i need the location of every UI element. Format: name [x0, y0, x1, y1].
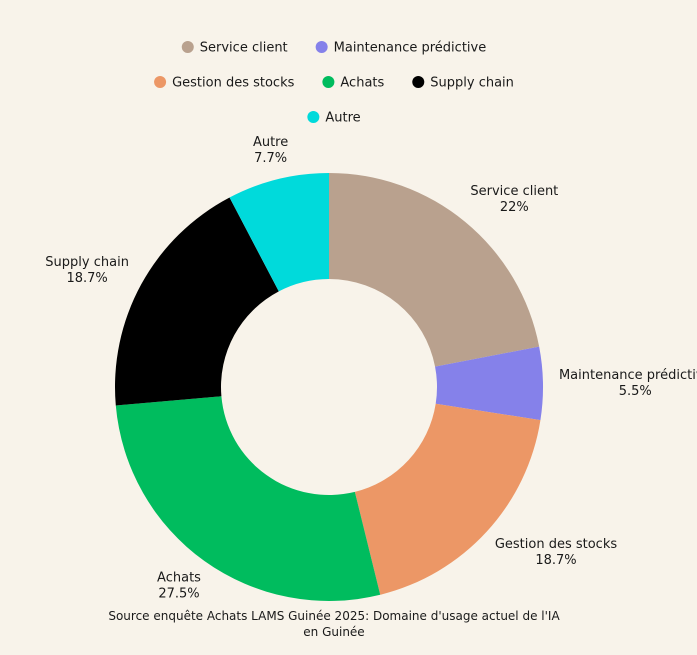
source-line-1: Source enquête Achats LAMS Guinée 2025: …: [108, 609, 560, 623]
legend-label-service-client: Service client: [200, 41, 288, 56]
slice-name-maintenance-predictive: Maintenance prédictive: [559, 368, 697, 383]
slice-value-maintenance-predictive: 5.5%: [619, 384, 652, 399]
legend-label-achats: Achats: [340, 76, 384, 91]
slice-name-service-client: Service client: [470, 184, 558, 199]
legend-swatch-service-client: [181, 41, 194, 53]
source-line-2: en Guinée: [303, 625, 364, 639]
slice-maintenance-predictive[interactable]: [435, 346, 543, 421]
legend-swatch-supply-chain: [412, 76, 425, 88]
legend-label-supply-chain: Supply chain: [430, 76, 514, 91]
slice-value-supply-chain: 18.7%: [66, 271, 107, 286]
slice-value-service-client: 22%: [500, 200, 529, 215]
slice-name-supply-chain: Supply chain: [45, 255, 129, 270]
legend-label-gestion-des-stocks: Gestion des stocks: [172, 76, 295, 91]
slice-value-achats: 27.5%: [158, 586, 199, 601]
legend-label-autre: Autre: [325, 111, 360, 126]
legend-item-maintenance-predictive[interactable]: Maintenance prédictive: [315, 41, 487, 56]
donut-slices: [115, 173, 543, 601]
legend-item-gestion-des-stocks[interactable]: Gestion des stocks: [154, 76, 295, 91]
slice-achats[interactable]: [115, 396, 381, 601]
legend: Service client Maintenance prédictive Gest…: [154, 41, 514, 126]
slice-autre[interactable]: [229, 173, 329, 292]
source-caption: Source enquête Achats LAMS Guinée 2025: …: [108, 609, 560, 639]
legend-item-supply-chain[interactable]: Supply chain: [412, 76, 514, 91]
legend-item-autre[interactable]: Autre: [307, 111, 361, 126]
slice-supply-chain[interactable]: [115, 197, 279, 406]
legend-swatch-gestion-des-stocks: [154, 76, 167, 88]
legend-item-achats[interactable]: Achats: [322, 76, 385, 91]
slice-gestion-des-stocks[interactable]: [354, 403, 541, 595]
legend-item-service-client[interactable]: Service client: [181, 41, 288, 56]
slice-name-achats: Achats: [157, 570, 201, 585]
legend-label-maintenance-predictive: Maintenance prédictive: [334, 41, 487, 56]
slice-name-gestion-des-stocks: Gestion des stocks: [495, 537, 618, 552]
slice-value-autre: 7.7%: [254, 151, 287, 166]
legend-swatch-autre: [307, 111, 320, 123]
slice-service-client[interactable]: [329, 173, 540, 367]
slice-name-autre: Autre: [253, 135, 288, 150]
slice-value-gestion-des-stocks: 18.7%: [535, 553, 576, 568]
legend-swatch-maintenance-predictive: [315, 41, 328, 53]
legend-swatch-achats: [322, 76, 335, 88]
